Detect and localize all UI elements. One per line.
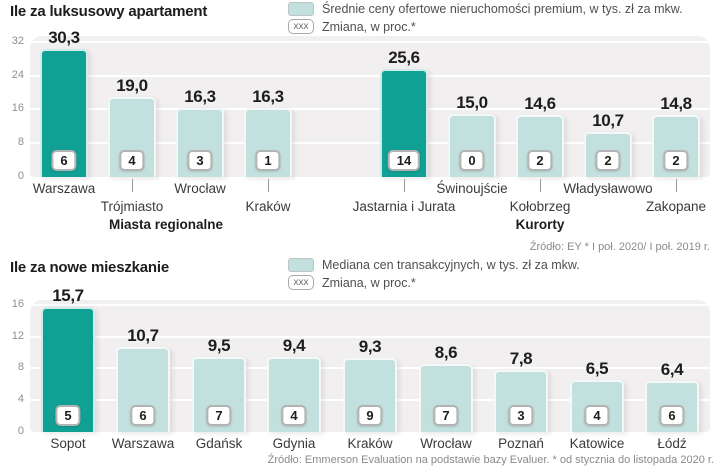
bar-value-label: 8,6 (434, 343, 458, 362)
x-axis-label: Kraków (347, 436, 393, 451)
x-axis-label: Warszawa (32, 181, 96, 196)
bar-value-label: 16,3 (184, 87, 216, 106)
bar-value-label: 6,5 (585, 359, 609, 378)
x-axis-tick (132, 179, 133, 192)
group-label: Miasta regionalne (108, 217, 224, 232)
gridline (30, 108, 710, 110)
bar-value-label: 9,3 (358, 337, 382, 356)
bar-change-badge: 4 (584, 405, 610, 426)
bar-change-badge: 4 (119, 150, 145, 171)
x-axis-label: Jastarnia i Jurata (352, 199, 456, 214)
price-swatch-icon (288, 258, 314, 272)
bar-change-badge: 9 (357, 405, 383, 426)
bar-value-label: 15,7 (52, 286, 84, 305)
x-axis-label: Gdańsk (195, 436, 243, 451)
bar-change-badge: 1 (255, 150, 281, 171)
gridline (30, 336, 710, 338)
gridline (30, 41, 710, 43)
bar-value-label: 10,7 (127, 326, 159, 345)
bar-value-label: 25,6 (388, 48, 420, 67)
bar-value-label: 10,7 (592, 111, 624, 130)
x-axis-tick (676, 179, 677, 192)
legend-luxury: Średnie ceny ofertowe nieruchomości prem… (288, 2, 683, 34)
bar-change-badge: 2 (595, 150, 621, 171)
x-axis-label: Warszawa (111, 436, 175, 451)
legend-label-change: Zmiana, w proc.* (322, 275, 416, 290)
bar-change-badge: 0 (459, 150, 485, 171)
bar-value-label: 14,6 (524, 94, 556, 113)
bar-change-badge: 4 (281, 405, 307, 426)
bar-change-badge: 7 (433, 405, 459, 426)
bar (448, 114, 496, 177)
legend-label-change: Zmiana, w proc.* (322, 19, 416, 34)
gridline (30, 304, 710, 306)
y-axis-tick-label: 0 (17, 170, 24, 182)
legend-item-change: xxx Zmiana, w proc.* (288, 19, 683, 34)
legend-label-price: Średnie ceny ofertowe nieruchomości prem… (322, 2, 683, 16)
bar-value-label: 15,0 (456, 93, 488, 112)
gridline (30, 142, 710, 144)
x-axis-tick (404, 179, 405, 192)
legend-item-price: Średnie ceny ofertowe nieruchomości prem… (288, 2, 683, 16)
group-label: Kurorty (515, 217, 565, 232)
change-badge-icon: xxx (288, 275, 314, 290)
x-axis-label: Poznań (498, 436, 544, 451)
bar-change-badge: 5 (55, 405, 81, 426)
x-axis-label: Sopot (50, 436, 86, 451)
chart-title-luxury: Ile za luksusowy apartament (10, 3, 208, 20)
bar-change-badge: 2 (527, 150, 553, 171)
legend-new-flats: Mediana cen transakcyjnych, w tys. zł za… (288, 258, 580, 290)
y-axis-tick-label: 16 (11, 102, 24, 114)
bar-change-badge: 7 (206, 405, 232, 426)
bar-value-label: 30,3 (48, 28, 80, 47)
x-axis-label: Katowice (569, 436, 625, 451)
y-axis-tick-label: 32 (11, 35, 24, 47)
bar-change-badge: 6 (51, 150, 77, 171)
y-axis-tick-label: 24 (11, 69, 24, 81)
gridline (30, 75, 710, 77)
y-axis-tick-label: 8 (17, 361, 24, 373)
x-axis-label: Kołobrzeg (509, 199, 571, 214)
x-axis-label: Władysławowo (563, 181, 653, 196)
bar-value-label: 7,8 (509, 349, 533, 368)
legend-label-price: Mediana cen transakcyjnych, w tys. zł za… (322, 258, 580, 272)
x-axis-label: Świnoujście (436, 181, 508, 196)
y-axis-tick-label: 12 (11, 330, 24, 342)
bar-change-badge: 2 (663, 150, 689, 171)
x-axis-tick (268, 179, 269, 192)
chart-title-new-flats: Ile za nowe mieszkanie (10, 259, 170, 276)
bar-change-badge: 3 (508, 405, 534, 426)
bar-value-label: 9,5 (207, 336, 231, 355)
x-axis-label: Łódź (657, 436, 687, 451)
x-axis-label: Kraków (245, 199, 291, 214)
x-axis-label: Wrocław (420, 436, 472, 451)
bar-change-badge: 3 (187, 150, 213, 171)
bar-value-label: 16,3 (252, 87, 284, 106)
price-swatch-icon (288, 2, 314, 16)
y-axis-tick-label: 16 (11, 298, 24, 310)
bar-value-label: 19,0 (116, 76, 148, 95)
source-note-luxury: Źródło: EY * I poł. 2020/ I poł. 2019 r. (529, 241, 710, 253)
y-axis-tick-label: 8 (17, 136, 24, 148)
bar-value-label: 14,8 (660, 94, 692, 113)
legend-item-change: xxx Zmiana, w proc.* (288, 275, 580, 290)
y-axis-tick-label: 4 (17, 393, 24, 405)
bar-change-badge: 6 (659, 405, 685, 426)
y-axis-tick-label: 0 (17, 425, 24, 437)
bar (267, 357, 321, 432)
x-axis-tick (540, 179, 541, 192)
source-note-new-flats: Źródło: Emmerson Evaluation na podstawie… (267, 454, 714, 466)
bar-value-label: 6,4 (660, 360, 684, 379)
x-axis-label: Wrocław (174, 181, 226, 196)
legend-item-price: Mediana cen transakcyjnych, w tys. zł za… (288, 258, 580, 272)
bar-change-badge: 14 (387, 150, 421, 171)
x-axis-label: Zakopane (645, 199, 707, 214)
bar-change-badge: 6 (130, 405, 156, 426)
x-axis-label: Trójmiasto (100, 199, 164, 214)
change-badge-icon: xxx (288, 19, 314, 34)
bar-value-label: 9,4 (282, 336, 306, 355)
x-axis-label: Gdynia (272, 436, 316, 451)
